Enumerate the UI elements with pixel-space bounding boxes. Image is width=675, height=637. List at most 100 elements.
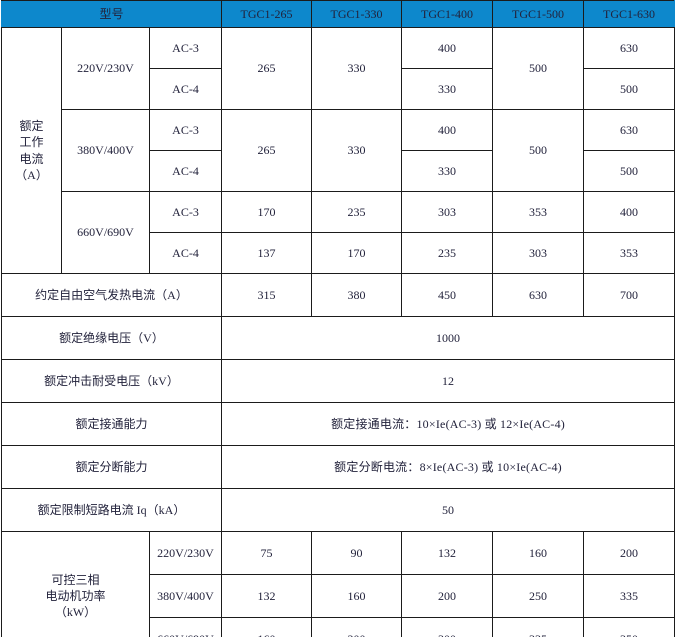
- row-label-thermal-current: 约定自由空气发热电流（A）: [0, 273, 223, 317]
- table-body: 额定 工作 电流 （A） 220V/230V AC-3 265 330 400 …: [0, 27, 675, 637]
- cell-v380-ac3-m630: 630: [583, 109, 675, 151]
- cell-thermal-m400: 450: [401, 273, 494, 317]
- utilization-label-ac4: AC-4: [148, 232, 223, 274]
- table-header: 型号 TGC1-265 TGC1-330 TGC1-400 TGC1-500 T…: [0, 0, 675, 28]
- cell-motor-v660-m630: 350: [583, 617, 675, 637]
- row-label-impulse-voltage: 额定冲击耐受电压（kV）: [0, 359, 223, 403]
- table-row: 额定 工作 电流 （A） 220V/230V AC-3 265 330 400 …: [1, 27, 675, 274]
- cell-v220-ac3-m400: 400: [401, 27, 494, 69]
- voltage-label-380v: 380V/400V: [61, 109, 150, 192]
- cell-short-circuit-current-value: 50: [221, 488, 675, 532]
- rated-operational-current-group-label: 额定 工作 电流 （A）: [1, 27, 62, 274]
- cell-motor-v220-m265: 75: [221, 531, 313, 575]
- cell-v220-m330: 330: [311, 27, 403, 110]
- cell-v660-ac4-m400: 235: [401, 232, 494, 274]
- header-model-tgc1-330: TGC1-330: [311, 0, 403, 28]
- table-row: 额定冲击耐受电压（kV） 12: [0, 359, 675, 403]
- table-row: AC-4 137 170 235 303 353: [2, 232, 675, 274]
- motor-voltage-label-380v: 380V/400V: [148, 574, 223, 618]
- utilization-label-ac4: AC-4: [148, 68, 223, 110]
- cell-motor-v380-m400: 200: [401, 574, 494, 618]
- header-model-tgc1-630: TGC1-630: [583, 0, 675, 28]
- cell-v660-ac4-m265: 137: [221, 232, 313, 274]
- cell-v220-m500: 500: [492, 27, 585, 110]
- table-row: 660V/690V AC-3 170 235 303 353 400: [2, 191, 675, 274]
- cell-v380-ac3-m400: 400: [401, 109, 494, 151]
- cell-making-capacity-value: 额定接通电流：10×Ie(AC-3) 或 12×Ie(AC-4): [221, 402, 675, 446]
- cell-v380-m500: 500: [492, 109, 585, 192]
- table-row: AC-4 330 500: [2, 150, 675, 192]
- cell-v660-ac3-m500: 353: [492, 191, 585, 233]
- cell-v660-ac3-m400: 303: [401, 191, 494, 233]
- cell-v220-ac4-m630: 500: [583, 68, 675, 110]
- table-row: 可控三相 电动机功率 （kW） 220V/230V 75 90 132 160 …: [1, 531, 675, 637]
- table-row: 660V/690V 160 200 300 335 350: [2, 617, 675, 637]
- table-row: 额定接通能力 额定接通电流：10×Ie(AC-3) 或 12×Ie(AC-4): [0, 402, 675, 446]
- group-label-line-3: 电流: [19, 151, 44, 166]
- table-row: 额定分断能力 额定分断电流：8×Ie(AC-3) 或 10×Ie(AC-4): [0, 445, 675, 489]
- cell-motor-v660-m400: 300: [401, 617, 494, 637]
- cell-motor-v220-m500: 160: [492, 531, 585, 575]
- header-model-tgc1-500: TGC1-500: [492, 0, 585, 28]
- cell-insulation-voltage-value: 1000: [221, 316, 675, 360]
- motor-voltage-label-660v: 660V/690V: [148, 617, 223, 637]
- cell-thermal-m265: 315: [221, 273, 313, 317]
- utilization-label-ac3: AC-3: [148, 27, 223, 69]
- cell-motor-v660-m500: 335: [492, 617, 585, 637]
- cell-v660-ac4-m500: 303: [492, 232, 585, 274]
- motor-power-group-label: 可控三相 电动机功率 （kW）: [1, 531, 150, 637]
- cell-motor-v380-m500: 250: [492, 574, 585, 618]
- cell-v660-ac3-m630: 400: [583, 191, 675, 233]
- cell-motor-v660-m330: 200: [311, 617, 403, 637]
- cell-v380-m265: 265: [221, 109, 313, 192]
- cell-motor-v380-m330: 160: [311, 574, 403, 618]
- row-label-breaking-capacity: 额定分断能力: [0, 445, 223, 489]
- header-row: 型号 TGC1-265 TGC1-330 TGC1-400 TGC1-500 T…: [0, 0, 675, 28]
- cell-motor-v380-m265: 132: [221, 574, 313, 618]
- cell-v660-ac3-m330: 235: [311, 191, 403, 233]
- header-model-tgc1-265: TGC1-265: [221, 0, 313, 28]
- header-model-tgc1-400: TGC1-400: [401, 0, 494, 28]
- cell-v220-ac4-m400: 330: [401, 68, 494, 110]
- cell-v220-ac3-m630: 630: [583, 27, 675, 69]
- cell-impulse-voltage-value: 12: [221, 359, 675, 403]
- cell-motor-v220-m400: 132: [401, 531, 494, 575]
- utilization-label-ac3: AC-3: [148, 109, 223, 151]
- table-row: AC-4 330 500: [2, 68, 675, 110]
- motor-label-line-1: 可控三相: [51, 572, 100, 587]
- header-model-label: 型号: [0, 0, 223, 28]
- utilization-label-ac3: AC-3: [148, 191, 223, 233]
- row-label-making-capacity: 额定接通能力: [0, 402, 223, 446]
- cell-motor-v220-m630: 200: [583, 531, 675, 575]
- group-label-line-2: 工作: [19, 135, 44, 150]
- table-row: 额定绝缘电压（V） 1000: [0, 316, 675, 360]
- cell-v380-ac4-m630: 500: [583, 150, 675, 192]
- voltage-label-660v: 660V/690V: [61, 191, 150, 274]
- row-label-short-circuit-current: 额定限制短路电流 Iq（kA）: [0, 488, 223, 532]
- motor-label-line-2: 电动机功率: [45, 588, 106, 603]
- cell-breaking-capacity-value: 额定分断电流：8×Ie(AC-3) 或 10×Ie(AC-4): [221, 445, 675, 489]
- group-label-line-4: （A）: [15, 167, 48, 182]
- cell-thermal-m500: 630: [492, 273, 585, 317]
- table-row: 额定限制短路电流 Iq（kA） 50: [0, 488, 675, 532]
- cell-v380-m330: 330: [311, 109, 403, 192]
- cell-thermal-m630: 700: [583, 273, 675, 317]
- cell-thermal-m330: 380: [311, 273, 403, 317]
- cell-v220-m265: 265: [221, 27, 313, 110]
- group-label-line-1: 额定: [19, 119, 44, 134]
- cell-v660-ac4-m330: 170: [311, 232, 403, 274]
- cell-v660-ac3-m265: 170: [221, 191, 313, 233]
- table-row: 380V/400V AC-3 265 330 400 500 630: [2, 109, 675, 192]
- table-row: 380V/400V 132 160 200 250 335: [2, 574, 675, 618]
- table-row: 约定自由空气发热电流（A） 315 380 450 630 700: [0, 273, 675, 317]
- cell-v660-ac4-m630: 353: [583, 232, 675, 274]
- motor-voltage-label-220v: 220V/230V: [148, 531, 223, 575]
- cell-motor-v660-m265: 160: [221, 617, 313, 637]
- cell-v380-ac4-m400: 330: [401, 150, 494, 192]
- row-label-insulation-voltage: 额定绝缘电压（V）: [0, 316, 223, 360]
- voltage-label-220v: 220V/230V: [61, 27, 150, 110]
- utilization-label-ac4: AC-4: [148, 150, 223, 192]
- cell-motor-v380-m630: 335: [583, 574, 675, 618]
